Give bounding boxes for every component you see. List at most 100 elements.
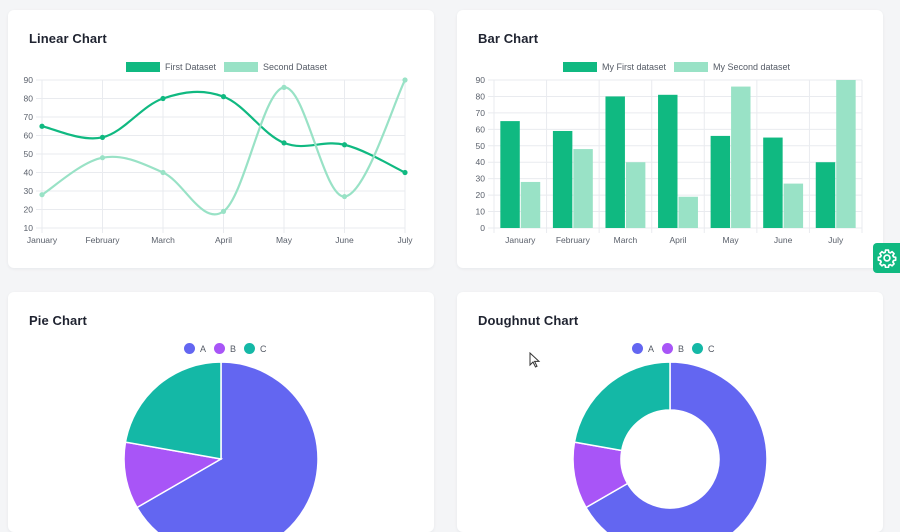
mouse-cursor-icon: [529, 352, 541, 368]
doughnut-chart-title: Doughnut Chart: [478, 313, 579, 328]
legend-item-b[interactable]: B: [214, 343, 236, 354]
legend-item-a[interactable]: A: [184, 343, 206, 354]
y-tick-label: 80: [476, 91, 486, 101]
legend-label: B: [678, 343, 685, 354]
bar: [658, 94, 678, 228]
data-point: [39, 123, 45, 129]
y-tick-label: 80: [24, 94, 34, 104]
data-point: [39, 192, 45, 198]
legend-dot: [692, 343, 704, 354]
linear-chart-title: Linear Chart: [29, 31, 107, 46]
legend-item-c[interactable]: C: [244, 343, 267, 354]
y-tick-label: 40: [24, 168, 34, 178]
legend-item-c[interactable]: C: [692, 343, 715, 354]
data-point: [341, 193, 348, 200]
settings-button[interactable]: [873, 243, 900, 273]
doughnut-chart-card: Doughnut Chart A B C: [457, 292, 883, 532]
data-point: [341, 142, 348, 148]
y-tick-label: 70: [24, 112, 34, 122]
legend-label: A: [200, 343, 207, 354]
bar: [710, 135, 731, 228]
y-tick-label: 10: [476, 207, 486, 217]
legend-label: My First dataset: [602, 62, 667, 72]
x-tick-label: March: [614, 235, 638, 245]
legend-swatch: [563, 62, 597, 72]
legend-label: A: [648, 343, 655, 354]
data-point: [281, 140, 287, 146]
pie-chart-card: Pie Chart A B C: [8, 292, 434, 532]
slice-c: [124, 361, 222, 460]
y-tick-label: 10: [24, 223, 34, 233]
legend-label: Second Dataset: [263, 62, 328, 72]
bar: [763, 137, 783, 228]
pie-chart: [123, 361, 319, 532]
data-point: [99, 155, 106, 161]
data-point: [220, 208, 227, 214]
data-point: [99, 134, 106, 140]
legend-swatch: [674, 62, 709, 72]
bar: [783, 183, 804, 228]
pie-chart-title: Pie Chart: [29, 313, 87, 328]
bar: [573, 149, 593, 228]
legend-label: B: [230, 343, 237, 354]
bar: [678, 196, 698, 228]
bar: [731, 86, 751, 228]
bar-chart-card: Bar Chart My First dataset My Second dat…: [457, 10, 883, 268]
legend-dot: [244, 343, 256, 354]
bar: [605, 96, 625, 228]
bar: [625, 162, 646, 228]
pie-chart-legend: A B C: [184, 343, 267, 354]
y-tick-label: 70: [476, 108, 486, 118]
legend-swatch: [126, 62, 160, 72]
y-tick-label: 30: [24, 186, 34, 196]
legend-label: C: [708, 343, 715, 354]
legend-item-my-second-dataset[interactable]: My Second dataset: [674, 62, 790, 72]
slice-a: [584, 361, 768, 532]
bar: [552, 130, 573, 228]
linear-chart-card: Linear Chart First Dataset Second Datase…: [8, 10, 434, 268]
x-tick-label: April: [669, 235, 686, 245]
legend-item-my-first-dataset[interactable]: My First dataset: [563, 62, 666, 72]
bar-chart-title: Bar Chart: [478, 31, 539, 46]
legend-label: First Dataset: [165, 62, 217, 72]
data-point: [160, 95, 166, 102]
y-tick-label: 50: [24, 149, 34, 159]
bar: [500, 121, 520, 228]
x-tick-label: February: [85, 235, 120, 245]
bar-chart-legend: My First dataset My Second dataset: [563, 62, 790, 72]
y-tick-label: 20: [476, 190, 486, 200]
y-tick-label: 20: [24, 205, 34, 215]
gear-icon: [877, 249, 896, 268]
x-tick-label: July: [828, 235, 844, 245]
legend-swatch: [224, 62, 259, 72]
legend-item-a[interactable]: A: [632, 343, 654, 354]
legend-dot: [632, 343, 643, 354]
slice-a: [135, 361, 319, 532]
y-tick-label: 30: [476, 174, 486, 184]
slice-b: [123, 441, 224, 509]
x-tick-label: January: [505, 235, 536, 245]
x-tick-label: May: [276, 235, 293, 245]
data-point: [402, 77, 408, 83]
x-tick-label: March: [151, 235, 175, 245]
x-tick-label: May: [723, 235, 740, 245]
y-tick-label: 90: [24, 75, 34, 85]
bar: [815, 162, 836, 228]
legend-dot: [662, 343, 674, 354]
y-tick-label: 50: [476, 141, 486, 151]
legend-item-b[interactable]: B: [662, 343, 684, 354]
legend-label: My Second dataset: [713, 62, 791, 72]
slice-c: [573, 361, 671, 452]
bar-chart: 0 10 20 30 40 50 60 70 80 90 January February March A…: [476, 75, 863, 245]
data-point: [402, 169, 408, 176]
linear-chart: 10 20 30 40 50 60 70 80 90 January February March Ap…: [24, 75, 414, 245]
legend-item-second-dataset[interactable]: Second Dataset: [224, 62, 327, 72]
data-point: [160, 169, 166, 176]
legend-item-first-dataset[interactable]: First Dataset: [126, 62, 216, 72]
x-tick-label: April: [215, 235, 232, 245]
x-tick-label: June: [774, 235, 793, 245]
doughnut-chart-legend: A B C: [632, 343, 715, 354]
y-tick-label: 60: [24, 131, 34, 141]
x-tick-label: July: [397, 235, 413, 245]
bar: [836, 80, 856, 228]
